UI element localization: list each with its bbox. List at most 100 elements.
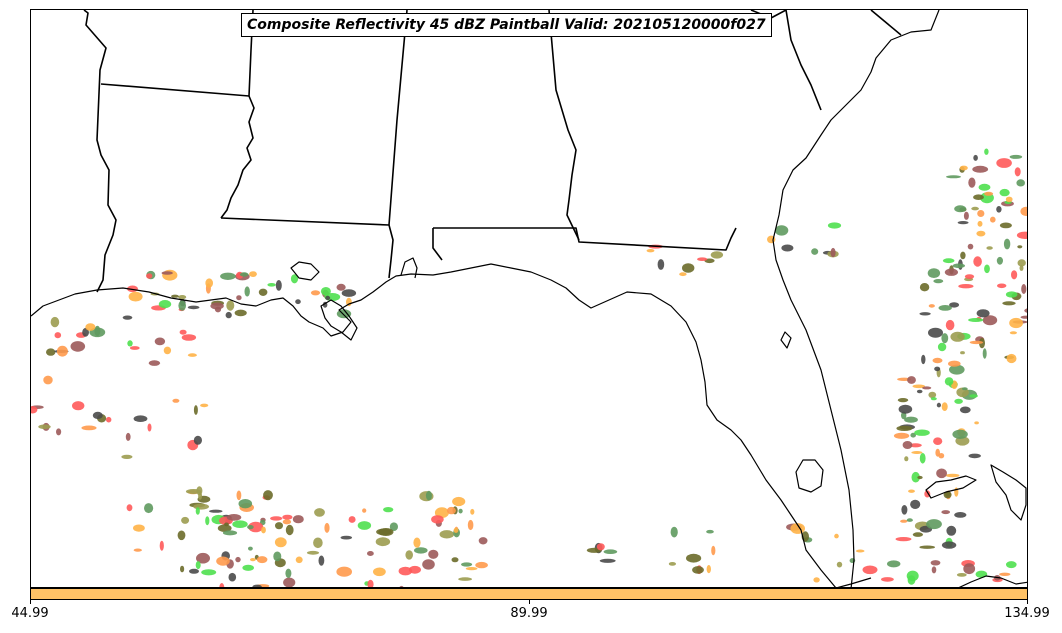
- reflectivity-blob: [943, 491, 952, 499]
- reflectivity-blob: [1009, 154, 1023, 159]
- reflectivity-blob: [383, 507, 394, 513]
- reflectivity-blob: [893, 432, 910, 439]
- colorbar-tick-min: [30, 600, 31, 604]
- map-panel: [30, 9, 1028, 588]
- reflectivity-blob: [439, 530, 455, 539]
- reflectivity-blob: [242, 564, 254, 571]
- reflectivity-blob: [827, 222, 842, 229]
- reflectivity-blob: [222, 530, 238, 536]
- bahamas-andros: [925, 475, 977, 499]
- mississippi-alabama-border: [388, 10, 408, 226]
- reflectivity-blob: [129, 346, 140, 350]
- reflectivity-blob: [195, 507, 200, 515]
- reflectivity-blob: [217, 524, 232, 532]
- reflectivity-blob: [220, 272, 236, 280]
- reflectivity-blob: [904, 416, 918, 423]
- reflectivity-blob: [180, 565, 185, 573]
- reflectivity-blob: [313, 537, 323, 549]
- reflectivity-blob: [38, 424, 51, 430]
- reflectivity-blob: [999, 222, 1012, 229]
- reflectivity-blob: [881, 577, 894, 582]
- reflectivity-blob: [960, 251, 966, 260]
- reflectivity-blob: [646, 249, 655, 253]
- reflectivity-blob: [133, 548, 142, 552]
- reflectivity-blob: [973, 256, 982, 267]
- reflectivity-blob: [43, 375, 53, 385]
- reflectivity-blob: [324, 522, 330, 533]
- reflectivity-blob: [325, 295, 331, 301]
- reflectivity-blob: [928, 391, 937, 399]
- reflectivity-blob: [952, 429, 968, 439]
- reflectivity-blob: [999, 188, 1010, 197]
- reflectivity-blob: [292, 515, 304, 524]
- reflectivity-blob: [862, 565, 878, 575]
- reflectivity-blob: [934, 366, 941, 372]
- reflectivity-blob: [679, 272, 687, 277]
- reflectivity-blob: [177, 530, 186, 541]
- reflectivity-blob: [179, 329, 187, 335]
- reflectivity-blob: [470, 508, 475, 515]
- reflectivity-blob: [181, 334, 197, 341]
- reflectivity-blob: [318, 555, 325, 566]
- reflectivity-blob: [977, 220, 983, 227]
- reflectivity-blob: [1020, 315, 1027, 319]
- reflectivity-blob: [274, 537, 287, 548]
- reflectivity-blob: [413, 537, 421, 548]
- reflectivity-blob: [232, 520, 248, 528]
- reflectivity-blob: [248, 521, 264, 533]
- reflectivity-blob: [954, 398, 963, 404]
- reflectivity-blob: [942, 258, 955, 264]
- reflectivity-blob: [1002, 301, 1016, 306]
- reflectivity-blob: [214, 306, 222, 313]
- reflectivity-blob: [774, 225, 789, 236]
- reflectivity-blob: [249, 271, 257, 277]
- reflectivity-blob: [451, 557, 459, 563]
- reflectivity-blob: [453, 527, 459, 533]
- reflectivity-blob: [996, 256, 1004, 265]
- reflectivity-blob: [196, 486, 203, 496]
- reflectivity-blob: [1006, 353, 1017, 364]
- reflectivity-blob: [941, 333, 949, 344]
- reflectivity-blob: [596, 543, 605, 551]
- reflectivity-blob: [930, 397, 937, 401]
- reflectivity-blob: [275, 280, 282, 291]
- reflectivity-blob: [1027, 339, 1028, 344]
- reflectivity-blob: [446, 506, 456, 515]
- reflectivity-blob: [933, 279, 944, 284]
- alabama-florida-border: [432, 228, 443, 261]
- texas-louisiana-border: [83, 10, 117, 293]
- reflectivity-blob: [1024, 308, 1027, 313]
- reflectivity-blob: [944, 377, 954, 386]
- reflectivity-blob: [399, 585, 404, 587]
- reflectivity-blob: [85, 323, 96, 331]
- reflectivity-blob: [389, 522, 398, 531]
- reflectivity-blob: [949, 364, 965, 375]
- reflectivity-blob: [996, 158, 1012, 168]
- reflectivity-blob: [927, 268, 941, 278]
- reflectivity-blob: [373, 567, 386, 577]
- state-borders: [83, 10, 902, 293]
- reflectivity-blob: [811, 248, 819, 255]
- reflectivity-blob: [686, 553, 702, 563]
- reflectivity-blob: [963, 211, 969, 220]
- reflectivity-blob: [976, 309, 990, 318]
- reflectivity-blob: [127, 340, 133, 347]
- reflectivity-blob: [911, 451, 923, 454]
- reflectivity-blob: [911, 471, 920, 483]
- reflectivity-blob: [458, 577, 472, 581]
- reflectivity-blob: [228, 572, 237, 582]
- reflectivity-blob: [72, 401, 85, 411]
- reflectivity-blob: [710, 251, 724, 259]
- reflectivity-blob: [941, 510, 950, 515]
- reflectivity-blob: [205, 516, 210, 526]
- reflectivity-blob: [147, 423, 152, 432]
- reflectivity-blob: [178, 300, 186, 311]
- reflectivity-blob: [431, 515, 444, 524]
- reflectivity-blob: [945, 473, 960, 478]
- reflectivity-blob: [92, 411, 103, 419]
- reflectivity-blob: [405, 550, 414, 560]
- reflectivity-blob: [946, 525, 957, 536]
- reflectivity-blob: [969, 340, 984, 345]
- colorbar-label-mid: 89.99: [510, 606, 548, 621]
- reflectivity-blob: [121, 454, 133, 459]
